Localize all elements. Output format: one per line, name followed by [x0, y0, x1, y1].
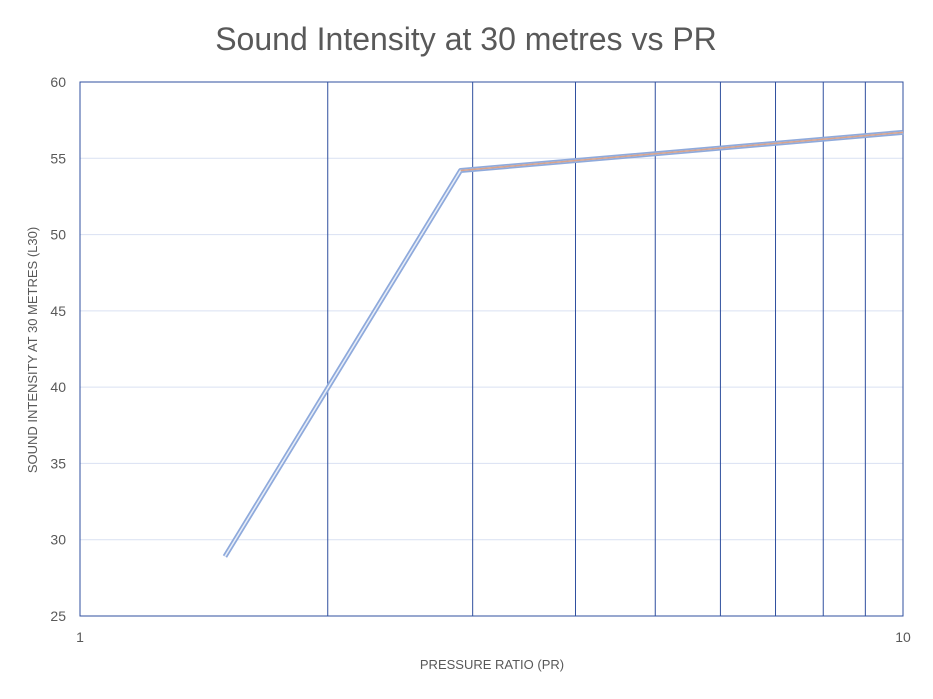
series-line-2: [460, 131, 904, 172]
x-axis-label: PRESSURE RATIO (PR): [420, 657, 564, 672]
plot-border: [79, 81, 904, 617]
y-tick-label: 50: [50, 227, 66, 243]
x-tick-label: 1: [76, 629, 84, 645]
x-tick-label: 10: [895, 629, 911, 645]
chart-title: Sound Intensity at 30 metres vs PR: [215, 21, 717, 57]
y-tick-label: 45: [50, 303, 66, 319]
y-axis-label: SOUND INTENSITY AT 30 METRES (L30): [25, 227, 40, 473]
y-tick-label: 40: [50, 379, 66, 395]
series-line-1: [222, 129, 904, 558]
y-tick-label: 35: [50, 455, 66, 471]
y-tick-label: 30: [50, 532, 66, 548]
y-tick-label: 55: [50, 150, 66, 166]
series-line-1-highlight: [224, 131, 904, 557]
y-tick-label: 60: [50, 74, 66, 90]
y-tick-label: 25: [50, 608, 66, 624]
